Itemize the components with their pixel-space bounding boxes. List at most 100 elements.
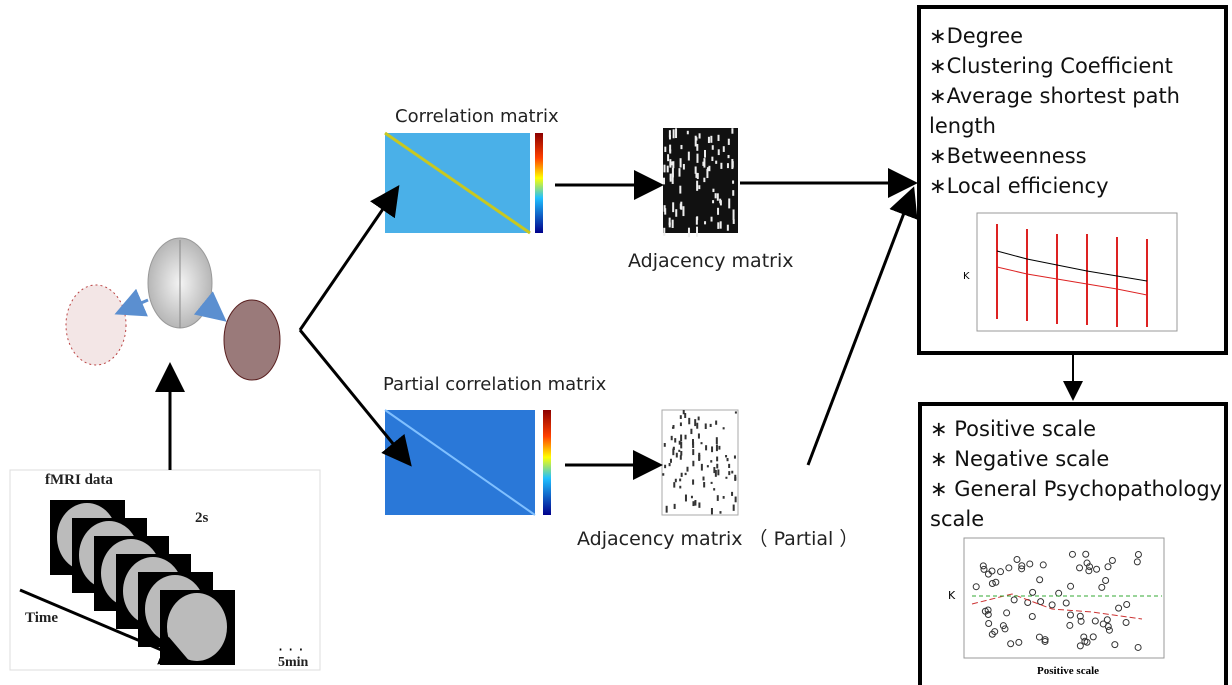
matrix-cell [711,482,713,484]
matrix-cell [712,145,714,150]
matrix-cell [727,458,729,461]
matrix-cell [712,200,714,203]
matrix-cell [719,511,721,514]
matrix-cell [675,479,677,482]
matrix-cell [687,131,689,134]
scatter-point [1124,601,1130,607]
matrix-cell [733,219,735,224]
scales-chart: K Positive scale [942,534,1172,684]
fmri-slice [167,593,227,661]
matrix-cell [716,457,718,462]
matrix-cell [698,417,700,421]
matrix-cell [678,168,680,176]
matrix-cell [723,496,725,499]
matrix-cell [695,166,697,173]
matrix-cell [692,479,694,484]
matrix-cell [727,163,729,168]
matrix-cell [680,455,682,460]
matrix-cell [715,421,717,425]
matrix-cell [672,220,674,228]
matrix-cell [696,181,698,191]
matrix-cell [688,418,690,424]
matrix-cell [698,502,700,507]
matrix-cell [674,504,676,509]
matrix-cell [680,451,682,456]
matrix-cell [694,419,696,426]
matrix-cell [688,152,690,161]
matrix-cell [698,433,700,438]
scatter-point [1123,619,1129,625]
scatter-point [1006,565,1012,571]
list-item: ∗Degree [929,21,1219,51]
matrix-cell [711,157,713,161]
matrix-cell [734,455,736,458]
matrix-cell [708,137,710,143]
scatter-point [1092,618,1098,624]
scatter-point [1069,551,1075,557]
matrix-cell [673,425,675,429]
scatter-point [1004,610,1010,616]
matrix-cell [680,415,682,419]
scatter-point [1016,639,1022,645]
label: Adjacency matrix （ Partial ） [577,524,858,551]
matrix-cell [664,465,666,468]
scatter-point [989,581,995,587]
matrix-cell [699,133,701,138]
matrix-cell [723,146,725,152]
scatter-point [1103,578,1109,584]
matrix-cell [697,173,699,179]
matrix-cell [679,186,681,194]
scatter-point [1036,634,1042,640]
scatter-point [1040,562,1046,568]
scatter-point [973,584,979,590]
scatter-point [1038,599,1044,605]
scatter-point [1077,565,1083,571]
matrix-cell [703,482,705,487]
matrix-cell [718,135,720,141]
scatter-point [1008,641,1014,647]
matrix-cell [696,423,698,429]
axis-label: K [948,589,956,602]
matrix-cell [728,155,730,158]
matrix-cell [731,128,733,134]
matrix-cell [670,178,672,181]
matrix-cell [672,202,674,212]
matrix-cell [712,189,714,192]
matrix-cell [734,477,736,480]
matrix-cell [713,467,715,473]
scatter-point [1056,590,1062,596]
matrix-cell [685,495,687,502]
matrix-cell [718,149,720,155]
matrix-cell [686,467,688,472]
matrix-cell [715,161,717,164]
matrix-cell [711,217,713,222]
matrix-cell [735,497,737,503]
scatter-point [1112,642,1118,648]
axis-label: K [963,271,970,282]
matrix-cell [707,465,709,467]
scatter-point [1077,643,1083,649]
matrix-cell [717,222,719,229]
matrix-cell [727,225,729,231]
matrix-cell [692,461,694,467]
metrics-box: ∗Degree∗Clustering Coefficient∗Average s… [917,5,1228,355]
matrix-cell [673,482,675,487]
matrix-cell [679,486,681,489]
matrix-cell [679,479,681,482]
matrix-cell [728,471,730,475]
brain [224,300,280,380]
matrix-cell [708,166,710,171]
scatter-point [1011,597,1017,603]
matrix-cell [732,180,734,183]
matrix-cell [670,459,672,463]
matrix-cell [716,437,718,444]
scales-box: ∗ Positive scale∗ Negative scale∗ Genera… [918,402,1228,685]
matrix-cell [664,147,666,152]
label: Adjacency matrix [628,250,794,272]
matrix-cell [669,222,671,227]
matrix-cell [703,178,705,182]
matrix-cell [664,165,666,173]
matrix-cell [731,159,733,169]
label: Partial correlation matrix [383,374,606,395]
matrix-cell [705,445,707,450]
